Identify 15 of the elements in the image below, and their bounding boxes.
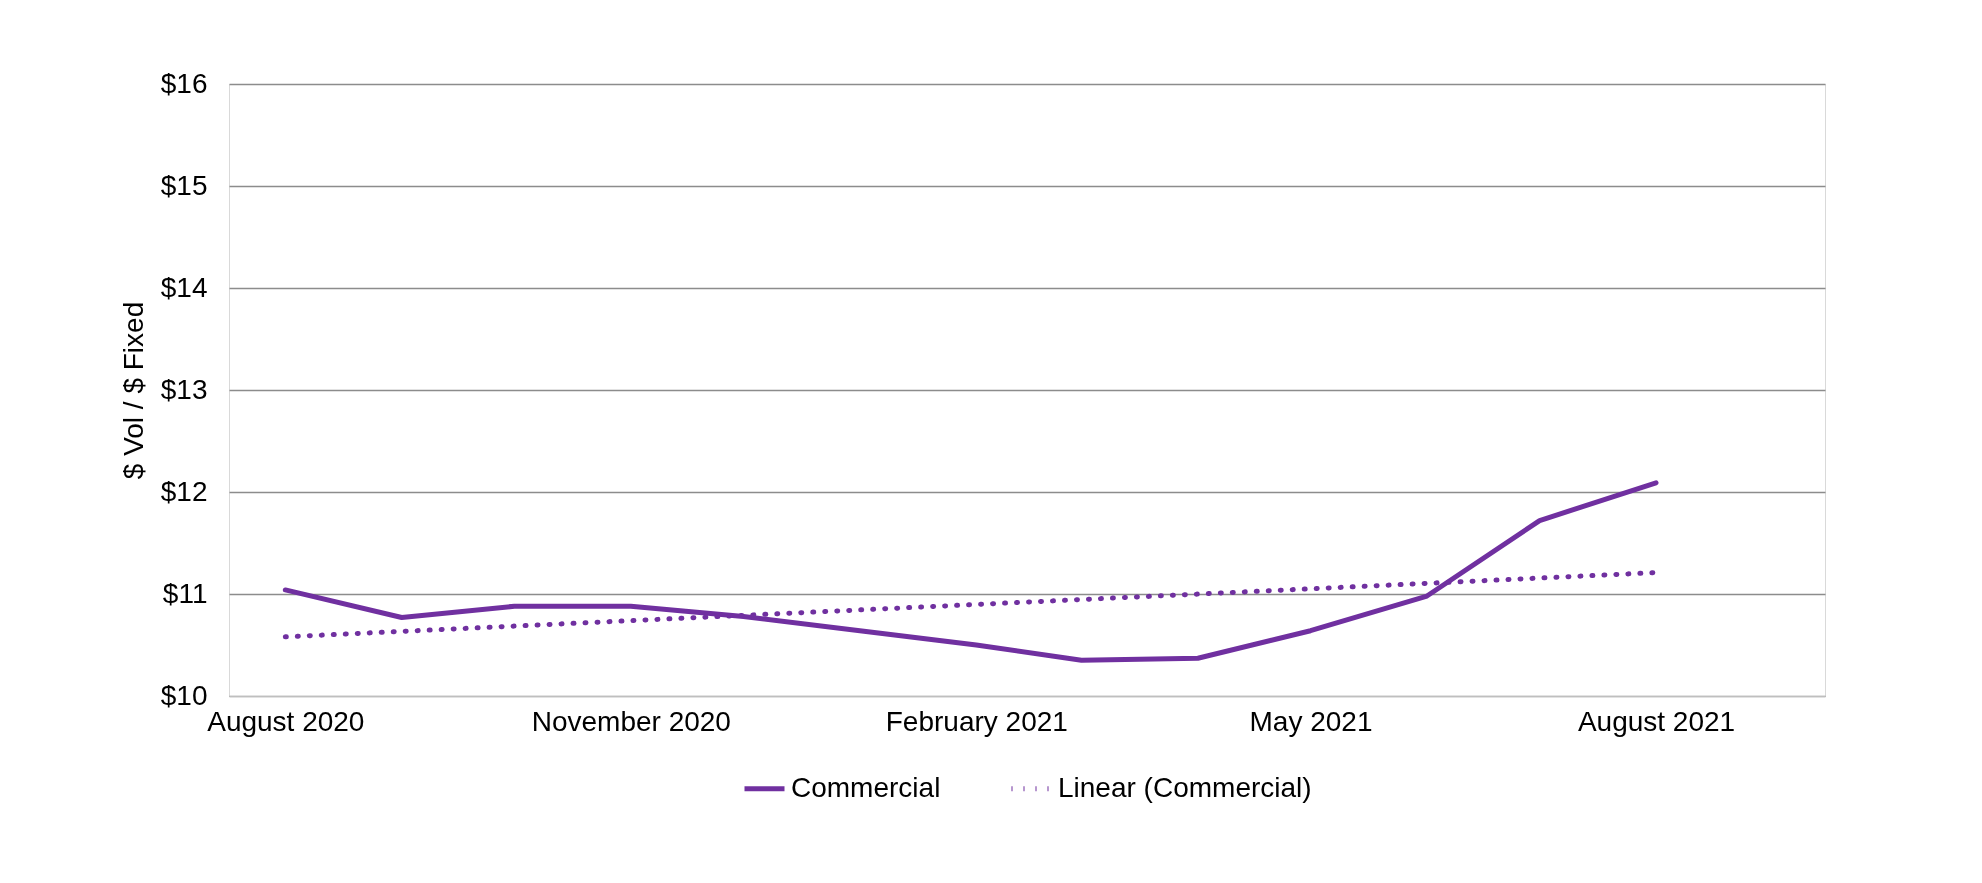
y-tick-label: $10 [160,679,208,711]
y-tick-label: $11 [162,577,208,609]
x-tick-label: February 2021 [885,705,1068,737]
x-tick-label: August 2020 [207,705,365,737]
y-tick-label: $16 [160,67,208,99]
x-tick-label: November 2020 [531,705,731,737]
legend-label: Linear (Commercial) [1058,771,1312,803]
y-tick-label: $13 [160,373,208,405]
x-tick-label: May 2021 [1249,705,1373,737]
y-tick-label: $12 [160,475,208,507]
x-tick-label: August 2021 [1577,705,1736,737]
y-axis-title: $ Vol / $ Fixed [117,301,149,480]
y-tick-label: $14 [160,271,208,303]
legend-label: Commercial [791,771,941,803]
y-tick-label: $15 [160,169,208,201]
